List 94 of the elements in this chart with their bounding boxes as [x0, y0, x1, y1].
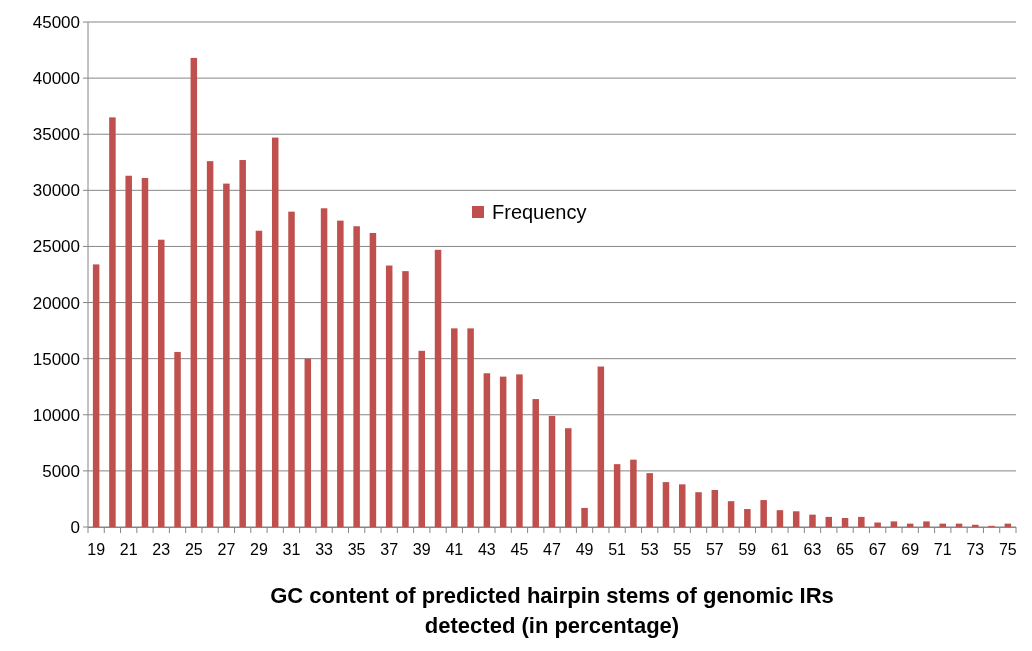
bar: [760, 500, 767, 527]
x-tick-label: 65: [836, 541, 855, 558]
bar: [499, 376, 507, 527]
x-tick-label: 57: [705, 541, 724, 558]
y-tick-label: 45000: [32, 12, 80, 32]
bar: [792, 511, 800, 527]
bar: [727, 501, 735, 527]
x-tick-label: 35: [347, 541, 366, 558]
y-tick-label: 5000: [42, 461, 80, 481]
bar: [548, 415, 556, 527]
bar: [125, 175, 132, 527]
x-axis-title: GC content of predicted hairpin stems of genomic IRs detected (in percentage): [270, 583, 834, 638]
x-tick-label: 53: [640, 541, 659, 558]
bar: [744, 509, 751, 527]
bar: [337, 220, 344, 527]
y-tick-label: 30000: [32, 181, 80, 201]
bar: [776, 510, 784, 527]
x-tick-label: 47: [543, 541, 561, 558]
bar: [532, 399, 539, 527]
bar: [109, 117, 116, 527]
bar: [565, 428, 572, 527]
x-tick-label: 67: [868, 541, 887, 558]
bar: [809, 514, 816, 527]
x-tick-label: 69: [901, 541, 920, 558]
bar: [174, 351, 181, 527]
bar: [304, 358, 312, 527]
bar: [678, 484, 686, 527]
bar: [385, 265, 393, 527]
x-tick-label: 71: [933, 541, 952, 558]
bar: [434, 249, 442, 527]
bar: [158, 239, 165, 527]
bar: [467, 328, 474, 527]
y-tick-label: 0: [70, 517, 80, 537]
bar: [483, 373, 491, 527]
bar: [695, 492, 702, 527]
x-tick-label: 49: [575, 541, 594, 558]
y-tick-label: 35000: [32, 125, 80, 145]
bar: [841, 518, 849, 527]
bar: [939, 523, 946, 527]
x-tick-label: 61: [771, 541, 789, 558]
x-tick-label: 37: [380, 541, 399, 558]
x-tick-label: 39: [412, 541, 431, 558]
bar: [630, 459, 637, 527]
bar: [141, 177, 149, 527]
bar: [190, 57, 198, 527]
x-tick-label: 75: [998, 541, 1017, 558]
x-tick-label: 51: [608, 541, 627, 558]
x-tick-label: 55: [673, 541, 692, 558]
x-tick-label: 73: [966, 541, 985, 558]
bar: [890, 521, 898, 527]
x-tick-label: 29: [250, 541, 268, 558]
bar: [206, 161, 214, 527]
bar: [239, 160, 246, 527]
y-tick-label: 15000: [32, 349, 80, 369]
bar: [662, 482, 670, 527]
bar: [858, 516, 865, 527]
bar: [451, 328, 458, 527]
bar: [711, 489, 719, 527]
bar: [92, 264, 100, 527]
bar: [288, 211, 295, 527]
y-tick-label: 20000: [32, 293, 80, 313]
bar: [923, 521, 930, 527]
x-tick-label: 19: [87, 541, 106, 558]
x-tick-label: 63: [803, 541, 822, 558]
x-tick-label: 45: [510, 541, 529, 558]
x-tick-label: 23: [152, 541, 171, 558]
bar: [613, 464, 621, 527]
y-tick-label: 10000: [32, 405, 80, 425]
bar: [825, 516, 833, 527]
bar: [271, 137, 279, 527]
x-tick-label: 41: [445, 541, 464, 558]
bar: [255, 230, 263, 527]
bar: [874, 522, 881, 527]
bar: [646, 473, 653, 527]
bar: [597, 366, 605, 527]
y-tick-label: 40000: [32, 69, 80, 89]
bar: [353, 226, 360, 527]
bar: [402, 271, 409, 527]
bar: [418, 350, 426, 527]
bar: [581, 507, 588, 527]
x-tick-label: 59: [738, 541, 757, 558]
x-tick-label: 27: [217, 541, 236, 558]
bar: [516, 374, 523, 527]
legend-label: Frequency: [492, 201, 587, 223]
bar: [972, 524, 979, 527]
x-tick-label: 21: [119, 541, 138, 558]
y-tick-label: 25000: [32, 237, 80, 257]
x-tick-label: 25: [184, 541, 203, 558]
x-tick-label: 31: [282, 541, 301, 558]
bar: [320, 208, 328, 527]
x-tick-label: 43: [477, 541, 496, 558]
bar: [369, 232, 377, 527]
bar: [223, 183, 230, 527]
x-tick-label: 33: [315, 541, 334, 558]
